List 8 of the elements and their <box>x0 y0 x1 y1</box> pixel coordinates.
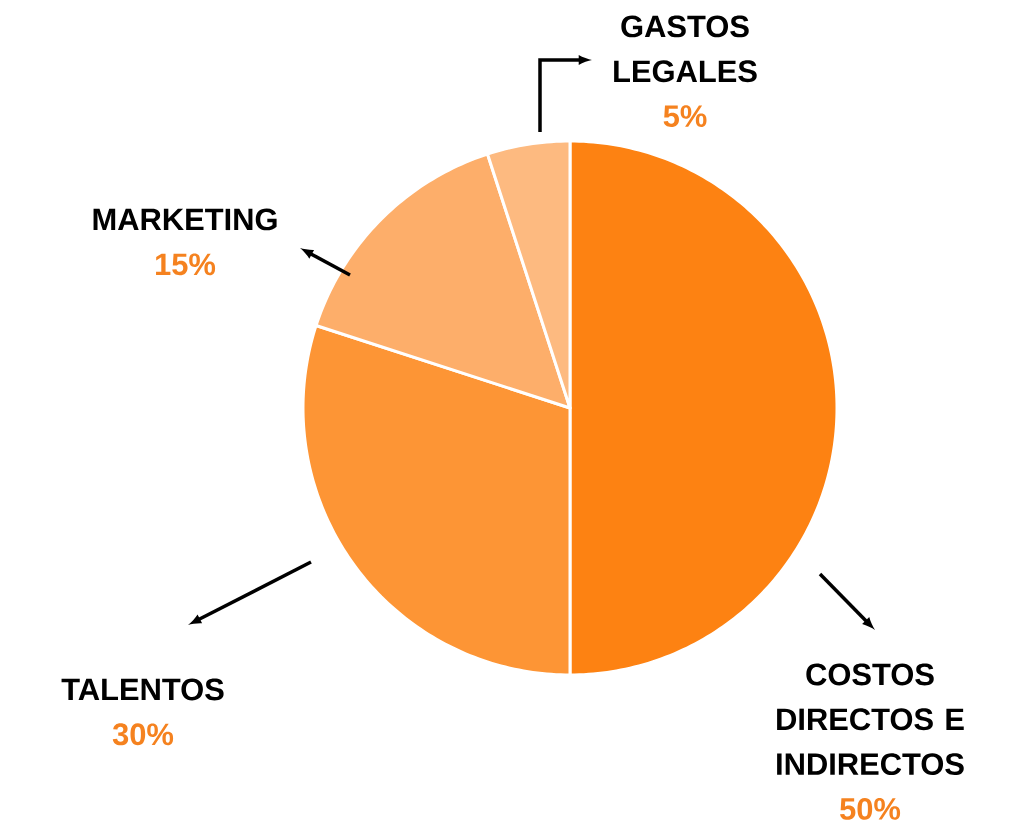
data-label: 50% <box>840 798 901 820</box>
data-label: 5% <box>663 105 707 128</box>
data-label: 15% <box>156 253 216 276</box>
data-label: 30% <box>112 723 174 746</box>
slice-label: MARKETING <box>93 208 277 231</box>
slice-label: TALENTOS <box>61 678 224 701</box>
slice-label: GASTOS LEGALES <box>614 15 757 83</box>
slice-label: COSTOS DIRECTOS E INDIRECTOS <box>777 663 964 776</box>
